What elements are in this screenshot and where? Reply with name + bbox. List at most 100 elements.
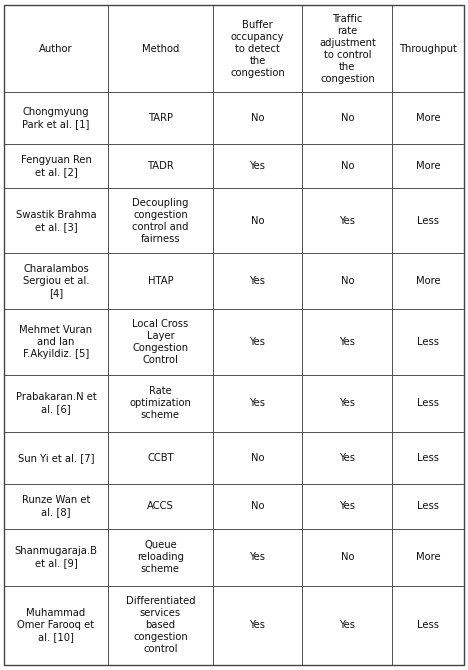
Bar [212, 188, 302, 253]
Bar [392, 144, 464, 188]
Text: TARP: TARP [148, 113, 173, 123]
Bar [108, 5, 212, 92]
Bar [4, 5, 108, 92]
Bar [392, 529, 464, 586]
Text: Yes: Yes [339, 501, 355, 511]
Text: Yes: Yes [339, 398, 355, 408]
Text: Yes: Yes [249, 620, 265, 630]
Text: Yes: Yes [249, 398, 265, 408]
Bar [212, 144, 302, 188]
Text: Swastik Brahma
et al. [3]: Swastik Brahma et al. [3] [15, 210, 96, 232]
Text: Shanmugaraja.B
et al. [9]: Shanmugaraja.B et al. [9] [15, 546, 97, 568]
Bar [108, 188, 212, 253]
Text: No: No [341, 161, 354, 171]
Text: Rate
optimization
scheme: Rate optimization scheme [130, 386, 191, 420]
Bar [212, 586, 302, 665]
Text: No: No [251, 453, 264, 463]
Text: No: No [341, 113, 354, 123]
Text: Throughput: Throughput [399, 44, 457, 54]
Bar [302, 5, 392, 92]
Text: No: No [251, 216, 264, 226]
Bar [4, 144, 108, 188]
Text: Runze Wan et
al. [8]: Runze Wan et al. [8] [22, 495, 90, 517]
Bar [108, 253, 212, 309]
Bar [108, 144, 212, 188]
Bar [108, 309, 212, 375]
Text: Less: Less [417, 620, 439, 630]
Bar [108, 586, 212, 665]
Bar [392, 375, 464, 431]
Text: Yes: Yes [339, 336, 355, 346]
Bar [302, 144, 392, 188]
Text: Yes: Yes [339, 620, 355, 630]
Text: More: More [416, 276, 440, 286]
Text: Yes: Yes [339, 453, 355, 463]
Bar [212, 431, 302, 484]
Text: Method: Method [142, 44, 179, 54]
Text: Yes: Yes [249, 276, 265, 286]
Text: No: No [251, 113, 264, 123]
Bar [302, 431, 392, 484]
Bar [302, 586, 392, 665]
Text: Less: Less [417, 453, 439, 463]
Bar [4, 253, 108, 309]
Bar [4, 375, 108, 431]
Text: More: More [416, 552, 440, 562]
Text: Sun Yi et al. [7]: Sun Yi et al. [7] [18, 453, 94, 463]
Bar [392, 431, 464, 484]
Bar [302, 188, 392, 253]
Bar [108, 529, 212, 586]
Bar [302, 529, 392, 586]
Text: Mehmet Vuran
and Ian
F.Akyildiz. [5]: Mehmet Vuran and Ian F.Akyildiz. [5] [19, 324, 93, 358]
Text: Less: Less [417, 216, 439, 226]
Bar [392, 484, 464, 529]
Bar [212, 309, 302, 375]
Bar [392, 309, 464, 375]
Bar [108, 431, 212, 484]
Text: Less: Less [417, 398, 439, 408]
Text: HTAP: HTAP [147, 276, 173, 286]
Bar [212, 92, 302, 144]
Text: Less: Less [417, 501, 439, 511]
Text: Yes: Yes [249, 336, 265, 346]
Bar [4, 484, 108, 529]
Text: Differentiated
services
based
congestion
control: Differentiated services based congestion… [125, 596, 195, 654]
Bar [4, 529, 108, 586]
Text: No: No [251, 501, 264, 511]
Bar [392, 586, 464, 665]
Text: No: No [341, 276, 354, 286]
Text: Yes: Yes [339, 216, 355, 226]
Text: Charalambos
Sergiou et al.
[4]: Charalambos Sergiou et al. [4] [23, 264, 89, 297]
Text: More: More [416, 161, 440, 171]
Bar [392, 92, 464, 144]
Bar [108, 484, 212, 529]
Text: Chongmyung
Park et al. [1]: Chongmyung Park et al. [1] [22, 107, 90, 129]
Text: CCBT: CCBT [147, 453, 174, 463]
Text: Decoupling
congestion
control and
fairness: Decoupling congestion control and fairne… [132, 198, 189, 244]
Text: TADR: TADR [147, 161, 174, 171]
Bar [302, 92, 392, 144]
Bar [392, 253, 464, 309]
Bar [392, 188, 464, 253]
Text: Traffic
rate
adjustment
to control
the
congestion: Traffic rate adjustment to control the c… [319, 13, 376, 84]
Bar [4, 92, 108, 144]
Bar [4, 586, 108, 665]
Bar [212, 5, 302, 92]
Text: Buffer
occupancy
to detect
the
congestion: Buffer occupancy to detect the congestio… [230, 19, 285, 78]
Bar [302, 309, 392, 375]
Text: Prabakaran.N et
al. [6]: Prabakaran.N et al. [6] [15, 392, 96, 414]
Bar [4, 309, 108, 375]
Bar [212, 529, 302, 586]
Text: Author: Author [39, 44, 73, 54]
Bar [212, 375, 302, 431]
Text: No: No [341, 552, 354, 562]
Text: Yes: Yes [249, 161, 265, 171]
Text: Queue
reloading
scheme: Queue reloading scheme [137, 540, 184, 574]
Bar [302, 484, 392, 529]
Text: Yes: Yes [249, 552, 265, 562]
Bar [212, 253, 302, 309]
Bar [392, 5, 464, 92]
Text: Fengyuan Ren
et al. [2]: Fengyuan Ren et al. [2] [21, 155, 91, 177]
Bar [108, 92, 212, 144]
Bar [302, 375, 392, 431]
